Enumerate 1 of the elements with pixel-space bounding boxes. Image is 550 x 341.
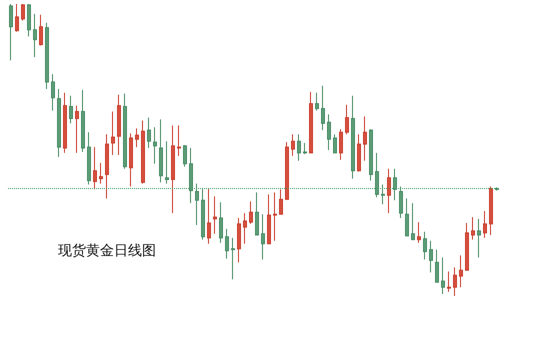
annotation: 现货黄金日线图: [58, 243, 156, 259]
